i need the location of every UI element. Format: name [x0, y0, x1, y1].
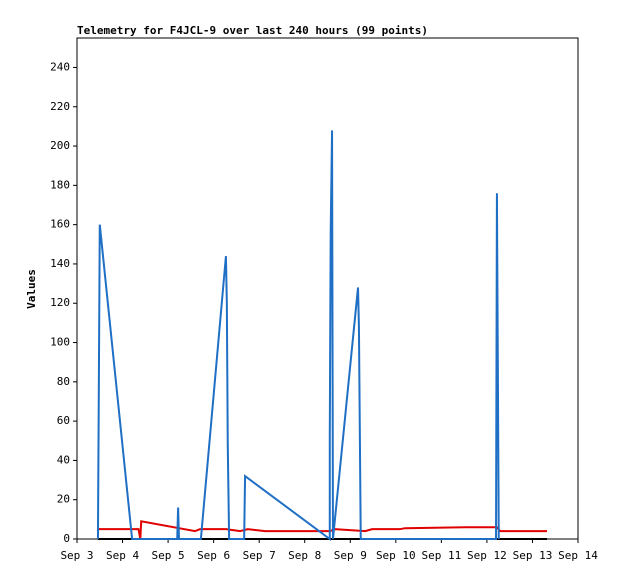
y-tick-label: 200: [50, 139, 70, 152]
y-tick-label: 140: [50, 257, 70, 270]
x-tick-label: Sep 4: [106, 549, 139, 562]
y-tick-label: 80: [57, 375, 70, 388]
x-tick-label: Sep 14: [558, 549, 598, 562]
y-tick-label: 100: [50, 336, 70, 349]
plot-frame: [76, 37, 579, 540]
y-tick-label: 180: [50, 178, 70, 191]
y-tick-label: 220: [50, 100, 70, 113]
x-tick-label: Sep 10: [376, 549, 416, 562]
y-tick-label: 240: [50, 60, 70, 73]
x-tick-label: Sep 5: [152, 549, 185, 562]
data-line: [96, 130, 500, 541]
x-tick-label: Sep 6: [197, 549, 230, 562]
y-tick-label: 0: [63, 532, 70, 545]
x-tick-label: Sep 3: [60, 549, 93, 562]
x-tick-label: Sep 8: [288, 549, 321, 562]
x-tick-label: Sep 12: [467, 549, 507, 562]
y-tick-label: 40: [57, 453, 70, 466]
y-tick-label: 160: [50, 218, 70, 231]
chart-title: Telemetry for F4JCL-9 over last 240 hour…: [77, 24, 428, 37]
data-line: [98, 520, 548, 540]
x-tick-label: Sep 9: [334, 549, 367, 562]
x-tick-label: Sep 7: [243, 549, 276, 562]
x-tick-label: Sep 11: [421, 549, 461, 562]
y-tick-label: 120: [50, 296, 70, 309]
y-axis-label: Values: [25, 269, 38, 309]
x-tick-label: Sep 13: [513, 549, 553, 562]
y-tick-label: 60: [57, 414, 70, 427]
y-tick-label: 20: [57, 493, 70, 506]
